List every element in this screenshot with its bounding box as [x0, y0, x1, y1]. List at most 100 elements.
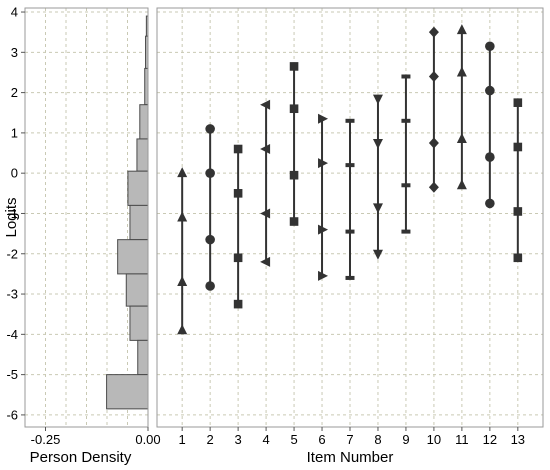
- item-13-series: [513, 98, 523, 263]
- density-tick-label: -0.25: [31, 432, 61, 447]
- logit-tick-label: 0: [11, 166, 18, 181]
- logit-tick-label: -2: [6, 246, 18, 261]
- diamond-marker: [428, 181, 439, 193]
- density-bar: [137, 339, 149, 376]
- triangle-down-marker: [372, 203, 383, 214]
- item-tick-label: 8: [374, 432, 381, 447]
- square-marker: [289, 217, 299, 226]
- logit-tick-label: 4: [11, 5, 18, 20]
- triangle-up-marker: [456, 24, 467, 35]
- item-tick-label: 4: [262, 432, 269, 447]
- density-bars: [106, 15, 149, 410]
- logit-tick-label: -3: [6, 287, 18, 302]
- density-bar: [139, 104, 149, 140]
- triangle-down-marker: [372, 138, 383, 149]
- item-11-series: [456, 24, 467, 190]
- item-tick-label: 6: [318, 432, 325, 447]
- circle-marker: [485, 198, 495, 209]
- item-tick-label: 7: [346, 432, 353, 447]
- item-tick-label: 5: [290, 432, 297, 447]
- circle-marker: [205, 168, 215, 178]
- density-frame: [24, 7, 149, 428]
- density-bar: [129, 204, 149, 241]
- item-2-series: [205, 124, 215, 291]
- density-bar: [129, 305, 149, 341]
- dash-marker: [401, 118, 411, 123]
- triangle-up-marker: [177, 275, 188, 286]
- triangle-up-marker: [456, 132, 467, 143]
- density-axis-title: Person Density: [30, 449, 132, 466]
- diamond-marker: [428, 137, 439, 149]
- item-tick-label: 11: [455, 432, 469, 447]
- item-5-series: [289, 62, 299, 226]
- triangle-left-marker: [260, 144, 271, 155]
- item-tick-label: 12: [483, 432, 497, 447]
- square-marker: [289, 104, 299, 114]
- item-6-series: [318, 113, 329, 281]
- dash-marker: [401, 183, 411, 188]
- triangle-up-marker: [177, 324, 188, 335]
- triangle-up-marker: [456, 179, 467, 190]
- person-density-panel: 4 3 2 1 0 -1 -2 -3 -4 -5 -6 -0.25 0.00 Person Densi…: [3, 5, 161, 466]
- item-4-series: [260, 99, 271, 267]
- logits-axis-title: Logits: [3, 197, 20, 237]
- dash-marker: [345, 275, 355, 280]
- item-tick-label: 2: [207, 432, 214, 447]
- square-marker: [513, 98, 523, 107]
- triangle-left-marker: [260, 256, 271, 267]
- item-1-series: [177, 167, 188, 335]
- square-marker: [233, 144, 243, 154]
- density-bar: [106, 374, 149, 410]
- diamond-marker: [428, 26, 439, 38]
- item-9-series: [401, 74, 411, 234]
- square-marker: [513, 142, 523, 152]
- dash-marker: [345, 118, 355, 123]
- triangle-up-marker: [456, 66, 467, 77]
- square-marker: [513, 207, 523, 216]
- logit-tick-label: 1: [11, 125, 18, 140]
- logit-tick-label: -5: [6, 367, 18, 382]
- square-marker: [513, 253, 523, 263]
- triangle-right-marker: [318, 113, 329, 124]
- circle-marker: [485, 85, 495, 96]
- triangle-down-marker: [372, 249, 383, 260]
- logit-tick-label: -6: [6, 407, 18, 422]
- triangle-left-marker: [260, 99, 271, 110]
- item-7-series: [345, 118, 355, 280]
- density-ticks: -0.25 0.00: [31, 427, 161, 447]
- item-panel: 1 2 3 4 5 6 7 8 9 10 11 12 13 Item Number: [156, 7, 544, 466]
- item-3-series: [233, 144, 243, 309]
- square-marker: [233, 189, 243, 198]
- dash-marker: [345, 229, 355, 234]
- triangle-down-marker: [372, 94, 383, 105]
- density-bar: [127, 170, 149, 206]
- dash-marker: [345, 163, 355, 168]
- density-bar: [125, 273, 149, 307]
- item-tick-label: 3: [234, 432, 241, 447]
- item-12-series: [485, 41, 495, 209]
- circle-marker: [205, 281, 215, 291]
- item-tick-label: 1: [179, 432, 186, 447]
- item-axis-title: Item Number: [307, 449, 394, 466]
- logit-tick-label: 2: [11, 85, 18, 100]
- triangle-right-marker: [318, 158, 329, 169]
- item-tick-label: 9: [402, 432, 409, 447]
- item-8-series: [372, 94, 383, 260]
- logit-tick-label: -4: [6, 327, 18, 342]
- item-ticks: 1 2 3 4 5 6 7 8 9 10 11 12 13: [179, 427, 525, 447]
- dash-marker: [401, 74, 411, 79]
- square-marker: [233, 253, 243, 263]
- density-bar: [136, 138, 149, 172]
- circle-marker: [205, 234, 215, 245]
- logit-tick-label: 3: [11, 45, 18, 60]
- circle-marker: [485, 41, 495, 52]
- item-10-series: [428, 26, 439, 193]
- dash-marker: [401, 229, 411, 234]
- density-tick-label: 0.00: [135, 432, 160, 447]
- triangle-right-marker: [318, 224, 329, 235]
- square-marker: [289, 170, 299, 180]
- item-series: [177, 24, 523, 335]
- item-tick-label: 13: [511, 432, 525, 447]
